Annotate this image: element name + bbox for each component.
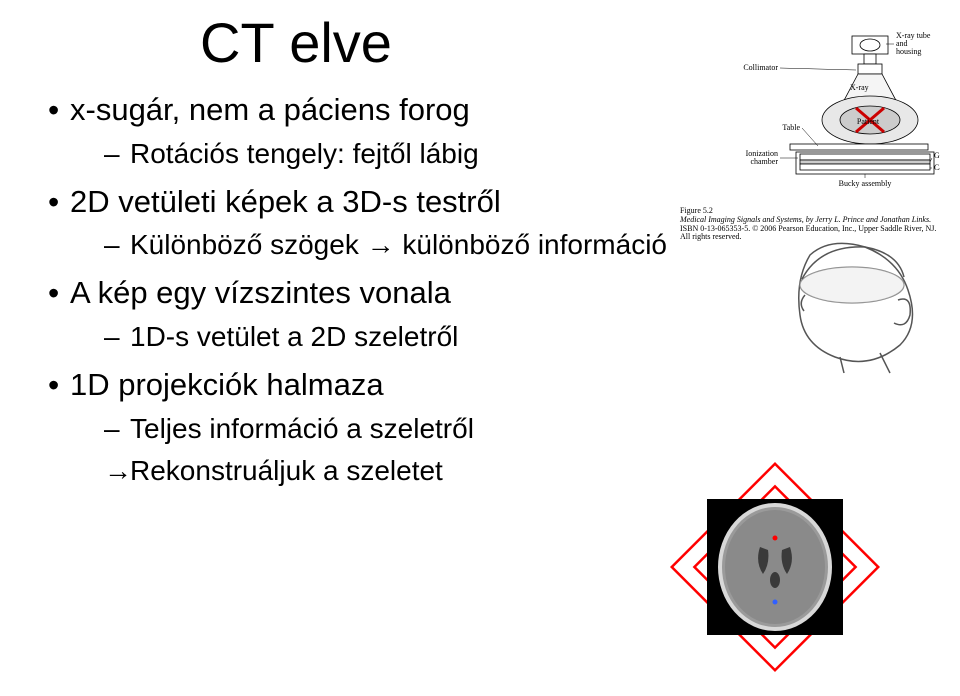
- brain-ct-image: [660, 452, 890, 682]
- slide: CT elve x-sugár, nem a páciens forog Rot…: [0, 0, 960, 696]
- label-xray: X-ray: [850, 83, 869, 92]
- bullet-3-text: A kép egy vízszintes vonala: [70, 275, 451, 310]
- head-slice-illustration: [770, 225, 930, 375]
- arrow-icon: →: [367, 229, 395, 260]
- bullet-4-1: Teljes információ a szeletről: [104, 410, 930, 448]
- label-patient: Patient: [857, 117, 880, 126]
- label-cassette: Cassette: [934, 163, 940, 172]
- xray-schematic-figure: Collimator X-ray tube and housing X-ray …: [680, 30, 940, 242]
- bullet-1-text: x-sugár, nem a páciens forog: [70, 92, 470, 127]
- arrow-icon: →: [104, 452, 132, 490]
- bullet-2-text: 2D vetületi képek a 3D-s testről: [70, 184, 501, 219]
- label-grid: Grid: [934, 151, 940, 160]
- label-bucky: Bucky assembly: [839, 179, 892, 188]
- svg-text:chamber: chamber: [750, 157, 778, 166]
- bullet-4-text: 1D projekciók halmaza: [70, 367, 384, 402]
- svg-text:housing: housing: [896, 47, 921, 56]
- label-collimator: Collimator: [743, 63, 778, 72]
- label-table: Table: [782, 123, 800, 132]
